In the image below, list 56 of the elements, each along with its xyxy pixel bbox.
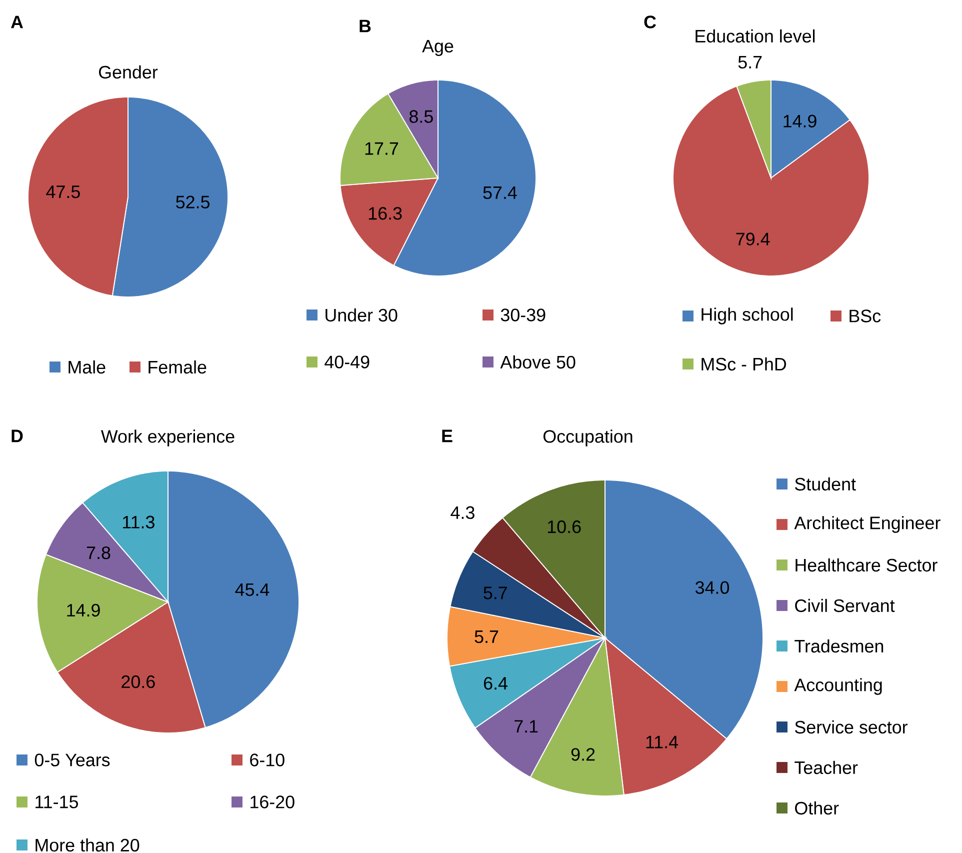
legend-label: Accounting: [794, 678, 882, 695]
chart-title: Education level: [696, 29, 815, 43]
data-label: 14.9: [67, 604, 100, 617]
text: B: [360, 20, 371, 32]
legend-label: Service sector: [795, 720, 908, 734]
legend-label: MSc - PhD: [702, 357, 786, 371]
chart-title: Age: [422, 40, 454, 56]
legend-label: Healthcare Sector: [796, 558, 938, 572]
legend-label: Under 30: [326, 308, 398, 322]
data-label: 11.3: [122, 516, 154, 528]
data-label: 16.3: [368, 207, 402, 220]
data-label: 79.4: [736, 232, 770, 246]
legend-label: Male: [68, 360, 106, 374]
text: D: [12, 430, 23, 442]
data-label: 5.7: [484, 586, 507, 600]
data-label: 5.7: [738, 56, 762, 69]
legend-label: BSc: [850, 310, 881, 322]
data-label: 45.4: [235, 583, 270, 596]
legend-label: Student: [795, 477, 856, 491]
data-label: 34.0: [696, 581, 730, 594]
data-label: 14.9: [784, 114, 816, 128]
data-label: 11.4: [646, 736, 678, 748]
legend-label: 40-49: [324, 356, 370, 368]
data-label: 6.4: [484, 676, 508, 690]
text: A: [10, 16, 24, 28]
legend-label: 11-15: [36, 796, 78, 808]
legend-label: Architect Engineer: [794, 516, 940, 533]
legend-label: High school: [702, 308, 793, 324]
data-label: 7.8: [86, 546, 110, 560]
legend-label: 6-10: [250, 754, 284, 766]
data-label: 52.5: [176, 196, 210, 208]
data-label: 57.4: [483, 186, 517, 200]
data-label: 5.7: [474, 630, 498, 644]
data-label: 10.6: [548, 520, 581, 534]
data-label: 9.2: [571, 748, 595, 761]
data-label: 7.1: [514, 720, 538, 733]
data-label: 17.7: [365, 142, 398, 155]
legend-label: Civil Servant: [795, 598, 895, 612]
chart-title: Work experience: [100, 430, 234, 446]
legend-label: 16-20: [250, 796, 294, 808]
data-label: 4.3: [450, 506, 474, 519]
legend-label: Other: [795, 801, 839, 815]
data-label: 8.5: [410, 110, 433, 123]
legend-label: Female: [148, 360, 206, 374]
legend-label: 30-39: [500, 308, 546, 322]
legend-label: Tradesmen: [794, 639, 884, 653]
text: E: [442, 430, 452, 442]
legend-label: Above 50: [500, 355, 576, 369]
chart-title: Gender: [99, 65, 158, 79]
legend-label: Teacher: [794, 760, 858, 774]
data-label: 20.6: [122, 675, 155, 688]
legend-label: More than 20: [36, 838, 140, 852]
chart-title: Occupation: [543, 430, 632, 446]
data-label: 47.5: [46, 186, 80, 198]
text: C: [644, 16, 656, 28]
legend-label: 0-5 Years: [34, 754, 110, 766]
